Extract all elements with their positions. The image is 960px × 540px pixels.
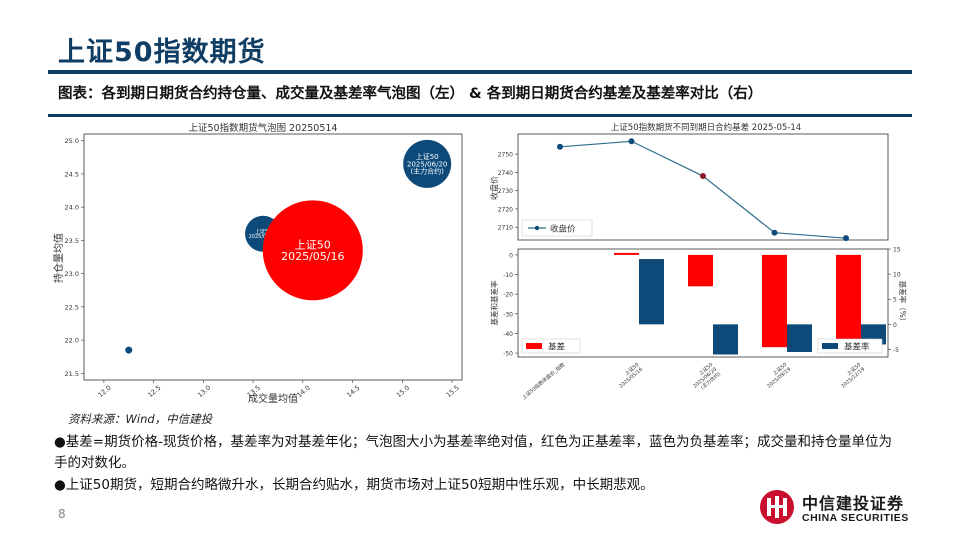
bar-legend-rate-label: 基差率 <box>844 342 870 353</box>
line-y-tick-label: 2740 <box>498 170 513 177</box>
bar-plot-frame <box>517 248 889 358</box>
bubble-y-tick-label: 21.5 <box>65 370 79 378</box>
bar-rate <box>713 324 738 355</box>
bar-basis <box>614 252 639 255</box>
bubble-y-tick-label: 24.0 <box>65 204 79 212</box>
bubble-point-label: 上证50 <box>295 238 331 251</box>
bubble-y-tick-label: 22.0 <box>65 337 79 345</box>
bar-legend-rate: 基差率 <box>817 338 883 354</box>
bubble-chart-title: 上证50指数期货气泡图 20250514 <box>189 122 338 134</box>
page-number: 8 <box>58 507 66 521</box>
line-point <box>843 235 849 242</box>
bar-y-tick-label-left: -50 <box>503 351 513 358</box>
bar-rate <box>787 324 812 352</box>
line-points <box>557 138 849 242</box>
bar-basis <box>688 254 713 287</box>
bar-y-tick-label-left: -40 <box>503 331 513 338</box>
bar-x-tick-label: 上证502025/06/20(主力合约) <box>688 361 722 394</box>
slide-title: 上证50指数期货 <box>58 37 266 68</box>
bar-y-tick-label-right: 10 <box>893 272 901 279</box>
bubble-chart: 上证50指数期货气泡图 20250514 21.5 22.0 22.5 23.0 23.… <box>52 122 463 405</box>
company-logo: 中信建投证券 CHINA SECURITIES <box>758 488 918 530</box>
line-y-tick-label: 2750 <box>498 152 513 159</box>
bar-y-ticks-left: 0 -10 -20 -30 -40 -50 <box>503 252 518 358</box>
bar-y-tick-label-left: -10 <box>503 272 513 279</box>
bar-bars <box>614 252 886 355</box>
bubble-y-tick-label: 23.0 <box>65 270 79 278</box>
bar-y-tick-label-right: 15 <box>893 247 901 254</box>
line-plot-frame <box>517 133 889 241</box>
bar-y-tick-label-left: 0 <box>509 252 513 259</box>
bubble-x-label: 成交量均值 <box>248 392 298 405</box>
line-y-ticks: 2710 2720 2730 2740 2750 <box>498 152 518 232</box>
bar-basis <box>762 254 787 348</box>
bar-x-ticks: 上证50指数收盘价_指数 上证502025/05/16 上证502025/06/20… <box>521 361 867 401</box>
bubble-point-label: 2025/05/16 <box>249 234 278 240</box>
bubble-point <box>262 200 363 301</box>
bar-basis <box>836 254 861 342</box>
bar-y-tick-label-left: -30 <box>503 311 513 318</box>
line-point <box>628 138 635 145</box>
source-note: 资料来源：Wind，中信建投 <box>68 412 213 426</box>
line-y-label: 收盘价 <box>489 176 499 200</box>
bubble-x-tick-label: 15.0 <box>395 384 411 399</box>
bubble-y-tick-label: 22.5 <box>65 303 79 311</box>
bubble-x-tick-label: 13.0 <box>196 384 212 399</box>
bubble-plot-frame <box>83 133 463 381</box>
bar-x-tick-label: 上证50指数收盘价_指数 <box>521 361 567 401</box>
bar-y-label-left: 基差和基差率 <box>489 280 499 325</box>
line-chart: 上证50指数期货不同到期日合约基差 2025-05-14 2710 2720 273… <box>489 122 889 242</box>
bubble-x-tick-label: 12.0 <box>96 384 112 399</box>
chart-caption: 图表：各到期日期货合约持仓量、成交量及基差率气泡图（左） & 各到期日期货合约基… <box>58 86 763 102</box>
bubble-points: 上证502025/05/16上证502025/05/16上证502025/06/… <box>125 139 452 354</box>
bullet-1: ●基差=期货价格-现货价格，基差率为对基差年化；气泡图大小为基差率绝对值，红色为… <box>54 434 892 471</box>
bubble-point <box>403 139 452 188</box>
line-legend-label: 收盘价 <box>550 224 576 235</box>
line-y-tick-label: 2710 <box>498 225 513 232</box>
bubble-y-ticks: 21.5 22.0 22.5 23.0 23.5 24.0 24.5 25.0 <box>65 137 84 378</box>
bar-y-tick-label-left: -20 <box>503 292 513 299</box>
line-point <box>557 143 563 150</box>
bubble-point-label: 2025/05/16 <box>281 250 344 263</box>
caption-divider <box>48 114 912 117</box>
bubble-point-label: 上证50 <box>255 228 271 235</box>
bar-y-ticks-right: 15 10 5 0 -5 <box>888 247 901 354</box>
logo-cn-text: 中信建投证券 <box>802 494 905 513</box>
line-point <box>771 229 778 236</box>
line-series <box>559 140 847 239</box>
bubble-x-tick-label: 15.5 <box>445 384 461 399</box>
bubble-point-label: 上证50 <box>416 152 439 161</box>
bar-legend-basis-label: 基差 <box>548 342 565 353</box>
bar-y-tick-label-right: -5 <box>893 347 899 354</box>
title-divider <box>48 70 912 74</box>
bar-rate <box>639 259 664 325</box>
bubble-point <box>125 346 133 354</box>
bullet-2: ●上证50期货，短期合约略微升水，长期合约贴水，期货市场对上证50短期中性乐观，… <box>54 477 654 493</box>
bar-legend-basis: 基差 <box>521 338 581 354</box>
bar-y-tick-label-right: 0 <box>893 322 897 329</box>
line-y-tick-label: 2730 <box>498 188 513 195</box>
bubble-x-tick-label: 14.5 <box>345 384 361 399</box>
bubble-y-tick-label: 24.5 <box>65 170 79 178</box>
bubble-y-label: 持仓量均值 <box>52 233 65 283</box>
line-legend: 收盘价 <box>521 219 593 237</box>
bubble-point-label: (主力合约) <box>410 167 444 176</box>
bubble-y-tick-label: 23.5 <box>65 237 79 245</box>
line-chart-title: 上证50指数期货不同到期日合约基差 2025-05-14 <box>611 122 801 133</box>
bar-y-label-right: 基差率（%） <box>898 281 908 326</box>
bar-x-tick-label: 上证502025/12/19 <box>836 361 866 389</box>
bar-x-tick-label: 上证502025/09/19 <box>762 361 792 389</box>
line-point <box>700 173 706 180</box>
logo-en-text: CHINA SECURITIES <box>802 512 909 524</box>
line-y-tick-label: 2720 <box>498 206 513 213</box>
bubble-x-tick-label: 12.5 <box>146 384 162 399</box>
bubble-y-tick-label: 25.0 <box>65 137 79 145</box>
bar-x-tick-label: 上证502025/05/16 <box>614 361 644 389</box>
bar-y-tick-label-right: 5 <box>893 297 897 304</box>
bubble-point-label: 2025/06/20 <box>407 160 447 168</box>
logo-mark-icon <box>760 490 794 524</box>
